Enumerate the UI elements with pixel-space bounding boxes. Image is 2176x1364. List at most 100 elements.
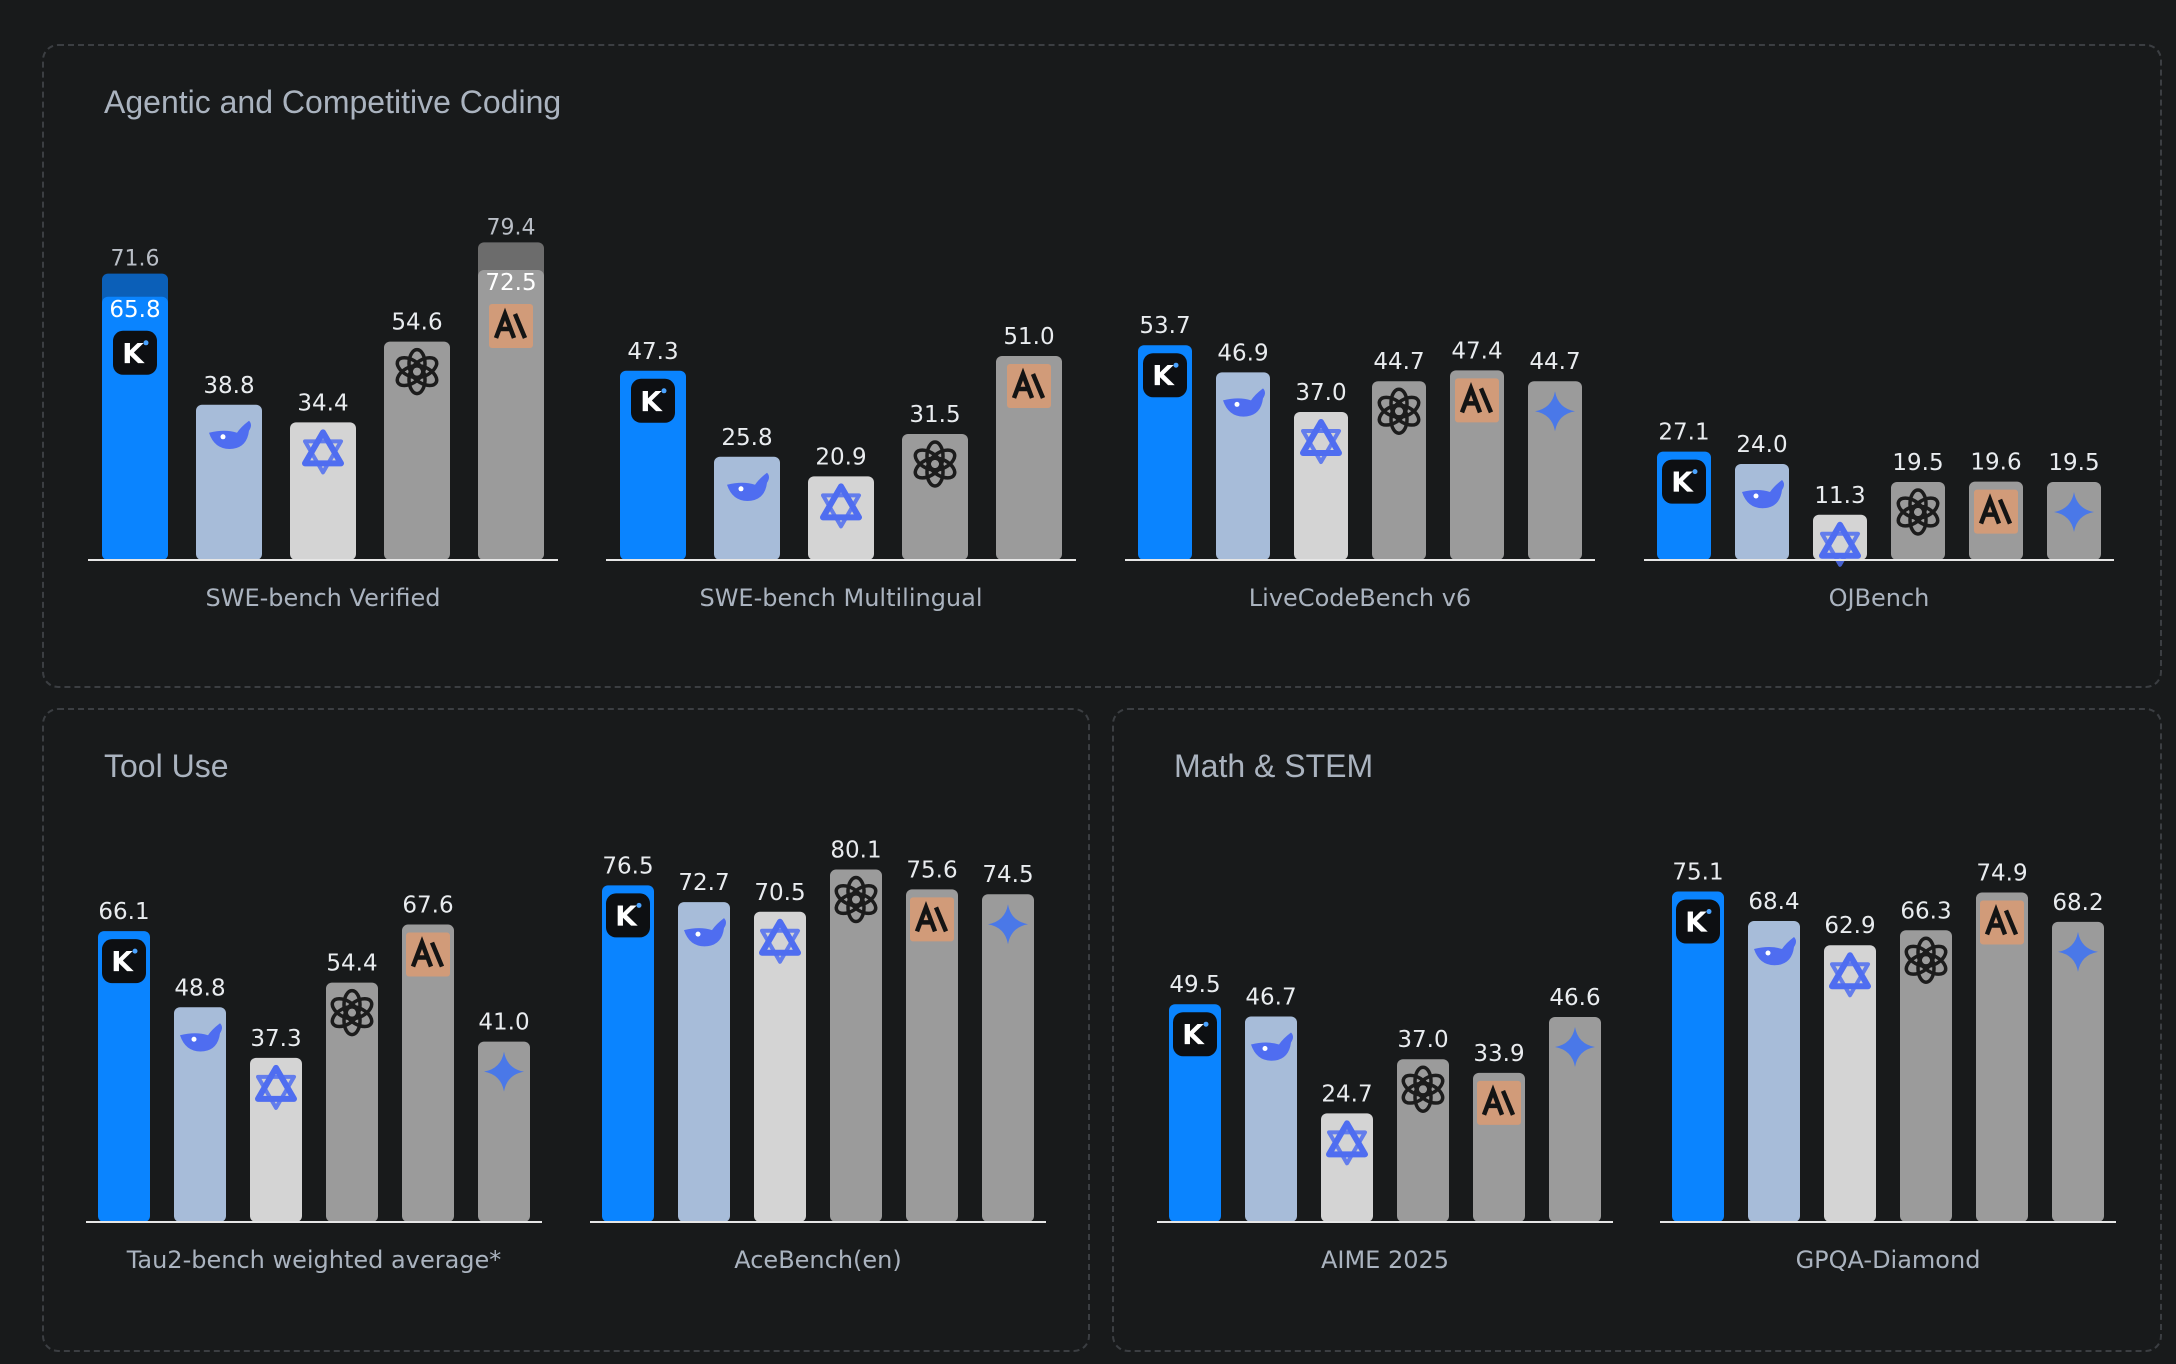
bar-group-kimi: 47.3 K [620, 339, 686, 560]
bar-gemini [2052, 921, 2104, 1222]
bar-group-openai: 19.5 [1891, 450, 1945, 560]
anthropic-icon [1477, 1080, 1521, 1125]
bar-group-kimi: 53.7 K [1138, 313, 1192, 560]
value-label: 24.7 [1321, 1081, 1372, 1107]
bar-anthropic [906, 889, 958, 1222]
qwen-icon [759, 918, 801, 964]
kimi-icon-dot [636, 902, 642, 908]
bar-group-qwen: 24.7 [1321, 1081, 1373, 1222]
qwen-icon [255, 1064, 297, 1110]
panel-agentic-coding: Agentic and Competitive Coding [42, 44, 2162, 688]
bar-gemini [982, 894, 1034, 1222]
bar-group-anthropic: 75.6 [906, 857, 958, 1222]
bar-group-kimi: 71.6 65.8 K [102, 247, 168, 560]
qwen-icon [1829, 952, 1871, 998]
value-label: 48.8 [174, 975, 225, 1001]
value-label: 37.0 [1295, 380, 1346, 406]
deepseek-whale-icon [684, 918, 726, 947]
openai-icon [1401, 1065, 1445, 1113]
bar-group-qwen: 70.5 [754, 880, 806, 1222]
bar-group-anthropic: 33.9 [1473, 1041, 1525, 1222]
bar-group-anthropic: 79.4 72.5 [478, 215, 544, 560]
panel-math-stem: Math & STEM [1112, 708, 2162, 1352]
qwen-icon [302, 429, 344, 475]
anthropic-icon [1980, 900, 2024, 945]
bar-group-anthropic: 51.0 [996, 324, 1062, 560]
chart-aime-2025: 49.5 K 46.7 24.7 37.0 33.9 46.6 AIME 2025 [1157, 972, 1613, 1274]
kimi-icon-glyph: K [1152, 359, 1175, 392]
bar-openai [1900, 930, 1952, 1222]
bar-group-deepseek: 68.4 [1748, 889, 1800, 1222]
value-label: 54.6 [391, 310, 442, 336]
benchmark-label: Tau2-bench weighted average* [126, 1246, 502, 1274]
deepseek-whale-icon [1251, 1032, 1293, 1061]
benchmark-label: GPQA-Diamond [1796, 1246, 1981, 1274]
chart-acebench: 76.5 K 72.7 70.5 80.1 75.6 74.5 AceBench(en) [590, 838, 1046, 1274]
bar-group-kimi: 49.5 K [1169, 972, 1221, 1222]
bar-group-kimi: 66.1 K [98, 899, 150, 1222]
kimi-icon-glyph: K [1182, 1018, 1205, 1051]
extended-value-label: 71.6 [111, 247, 160, 272]
bar-qwen [250, 1057, 302, 1222]
bar-group-gemini: 44.7 [1528, 349, 1582, 560]
bar-group-openai: 66.3 [1900, 898, 1952, 1222]
chart-swe-bench-verified: 71.6 65.8 K 38.8 34.4 54.6 79.4 72.5 SWE-bench V… [88, 215, 558, 612]
value-label: 19.5 [2048, 450, 2099, 476]
openai-icon [1377, 387, 1421, 435]
chart-gpqa-diamond: 75.1 K 68.4 62.9 66.3 74.9 68.2 GPQA-Diamond [1660, 860, 2116, 1274]
bar-gemini [478, 1041, 530, 1222]
qwen-icon [1326, 1120, 1368, 1166]
benchmark-label: AceBench(en) [734, 1246, 902, 1274]
bar-group-gemini: 41.0 [478, 1010, 530, 1222]
anthropic-icon [910, 897, 954, 942]
bar-group-kimi: 27.1 K [1657, 420, 1711, 560]
value-label: 11.3 [1814, 483, 1865, 509]
bar-group-kimi: 75.1 K [1672, 860, 1724, 1222]
value-label: 47.4 [1451, 338, 1502, 364]
deepseek-whale-icon [1742, 480, 1784, 509]
bar-group-openai: 54.4 [326, 951, 378, 1222]
value-label: 46.6 [1549, 985, 1600, 1011]
bar-group-gemini: 68.2 [2052, 890, 2104, 1222]
value-label: 20.9 [815, 444, 866, 470]
bar-kimi [602, 885, 654, 1222]
bar-deepseek [1245, 1016, 1297, 1222]
value-label: 70.5 [754, 880, 805, 906]
gemini-icon [1535, 391, 1575, 432]
deepseek-whale-icon [727, 472, 769, 501]
bar-group-kimi: 76.5 K [602, 853, 654, 1222]
bar-group-qwen: 11.3 [1813, 483, 1867, 567]
kimi-icon-glyph: K [1685, 906, 1708, 939]
deepseek-whale-icon [1754, 937, 1796, 966]
bar-anthropic [402, 924, 454, 1222]
value-label: 65.8 [109, 297, 160, 323]
value-label: 34.4 [297, 390, 348, 416]
value-label: 67.6 [402, 893, 453, 919]
bar-qwen [754, 911, 806, 1222]
bar-group-deepseek: 46.9 [1216, 340, 1270, 560]
bar-deepseek [1735, 464, 1789, 560]
bar-group-openai: 31.5 [902, 402, 968, 560]
kimi-icon-dot [143, 340, 149, 346]
deepseek-whale-icon [180, 1023, 222, 1052]
value-label: 31.5 [909, 402, 960, 428]
openai-icon [834, 875, 878, 924]
benchmark-label: SWE-bench Multilingual [699, 584, 982, 612]
value-label: 46.7 [1245, 985, 1296, 1011]
bar-gemini [1549, 1016, 1601, 1222]
bar-deepseek [678, 902, 730, 1222]
value-label: 68.2 [2052, 890, 2103, 916]
gemini-icon [1555, 1026, 1595, 1067]
bar-group-gemini: 19.5 [2047, 450, 2101, 560]
openai-icon [395, 347, 439, 396]
bar-kimi [98, 931, 150, 1222]
extended-value-label: 79.4 [487, 215, 536, 240]
openai-icon [913, 440, 957, 488]
value-label: 72.5 [485, 270, 536, 296]
bar-kimi [1169, 1004, 1221, 1222]
value-label: 68.4 [1748, 889, 1799, 915]
value-label: 66.1 [98, 899, 149, 925]
panel-title: Math & STEM [1174, 748, 1374, 784]
bar-group-openai: 54.6 [384, 310, 450, 560]
openai-icon [330, 988, 374, 1037]
